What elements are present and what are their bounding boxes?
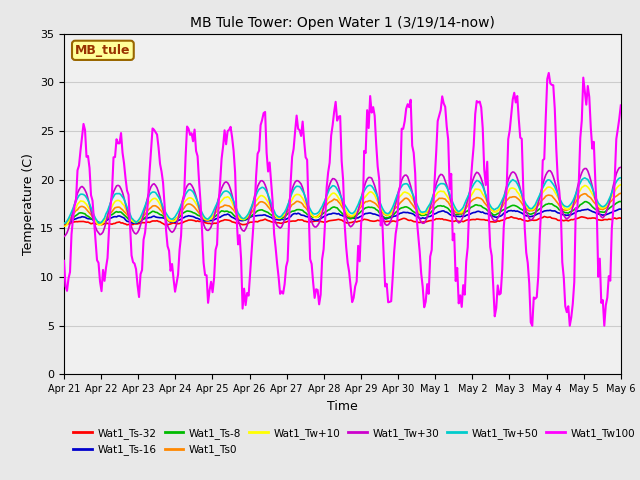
Y-axis label: Temperature (C): Temperature (C) [22, 153, 35, 255]
X-axis label: Time: Time [327, 400, 358, 413]
Text: MB_tule: MB_tule [75, 44, 131, 57]
Legend: Wat1_Ts-32, Wat1_Ts-16, Wat1_Ts-8, Wat1_Ts0, Wat1_Tw+10, Wat1_Tw+30, Wat1_Tw+50,: Wat1_Ts-32, Wat1_Ts-16, Wat1_Ts-8, Wat1_… [69, 424, 639, 459]
Title: MB Tule Tower: Open Water 1 (3/19/14-now): MB Tule Tower: Open Water 1 (3/19/14-now… [190, 16, 495, 30]
